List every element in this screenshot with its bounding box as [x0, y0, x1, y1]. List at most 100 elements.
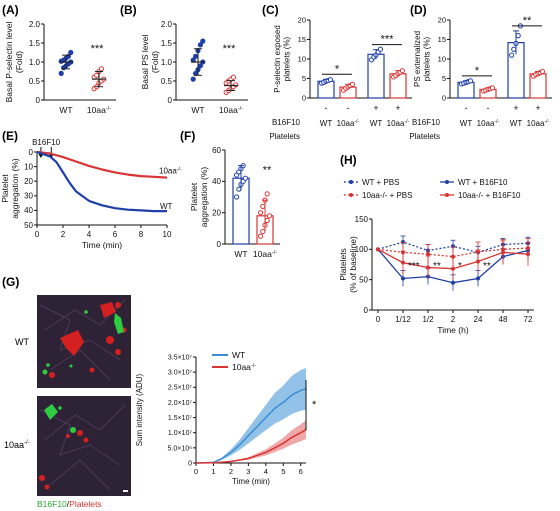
- panel-f-point: [258, 210, 264, 216]
- panel-h-legend-marker: [445, 180, 449, 184]
- panel-C-sig: ***: [381, 34, 395, 46]
- panel-D-platelet-label-ko-base: 10aa: [477, 119, 495, 128]
- panel-e-yaxis-tick-label: 10: [24, 162, 33, 171]
- panel-A-yaxis-tick-label: 1.0: [29, 58, 41, 67]
- panel-e-series-wt: [36, 150, 167, 213]
- panel-h-legend-label: 10aa-/- + B16F10: [458, 191, 521, 200]
- panel-C-ylabel-0: P-selectin exposed: [273, 25, 282, 93]
- panel-label-c: (C): [262, 3, 279, 17]
- panel-B-yaxis-tick-label: 0: [168, 96, 173, 105]
- panel-D-platelet-label-ko-base: 10aa: [527, 119, 545, 128]
- panel-h-legend-marker: [349, 180, 353, 184]
- panel-f-point: [260, 203, 266, 209]
- g-caption-sep: /: [67, 499, 70, 509]
- panel-f-point: [264, 217, 270, 224]
- panel-h-legend-label: WT + PBS: [362, 178, 399, 187]
- panel-h-xtick-label: 72: [524, 315, 533, 324]
- panel-D-yaxis-tick-label: 10: [438, 55, 446, 64]
- panel-B-yaxis-tick-label: 0.5: [161, 77, 173, 86]
- panel-f-ylabel-1: aggregation (%): [199, 167, 209, 228]
- panel-g-band-wt: [196, 368, 306, 463]
- panel-B-point: [200, 38, 206, 44]
- panel-A-xlabel-ko-base: 10aa: [87, 105, 106, 115]
- panel-A-ylabel-0: Basal P-selectin level: [4, 21, 14, 102]
- panel-g-legend-ko-sup: -/-: [251, 363, 256, 369]
- panel-D-b16-mark: -: [487, 103, 490, 113]
- panel-D-platelet-label-ko-sup: -/-: [544, 119, 549, 125]
- panel-f-point: [242, 175, 248, 181]
- panel-D-platelet-label-ko-sup: -/-: [494, 119, 499, 125]
- panel-d-b16-row-label: B16F10: [412, 118, 441, 127]
- panel-label-f: (F): [180, 129, 195, 143]
- panel-g-yaxis-tick-label: 0: [188, 460, 192, 467]
- panel-C-b16-mark: -: [325, 103, 328, 113]
- panel-h-yaxis-tick-label: 50: [359, 275, 368, 284]
- panel-B-point: [233, 82, 239, 88]
- panel-A-sig: ***: [91, 43, 105, 55]
- panel-D-platelet-label-wt: WT: [460, 119, 473, 128]
- panel-e-yaxis-tick-label: 30: [24, 192, 33, 201]
- panel-A-point: [68, 49, 74, 56]
- panel-g-ylabel: Sum intensity (ADU): [135, 373, 144, 446]
- panel-C-b16-mark: +: [373, 103, 378, 113]
- panel-B-sig: ***: [223, 43, 237, 55]
- panel-g-xtick-label: 6: [299, 467, 303, 476]
- panel-D-b16-mark: -: [465, 103, 468, 113]
- panel-e-xtick-label: 2: [61, 230, 66, 239]
- panel-h-yaxis-tick-label: 150: [355, 215, 369, 224]
- panel-f-yaxis-tick-label: 0: [217, 240, 222, 249]
- panel-C-b16-mark: +: [395, 103, 400, 113]
- g-image-label-ko: 10aa-/-: [4, 440, 30, 450]
- panel-label-a: (A): [2, 3, 19, 17]
- panel-f-xlabel-ko: 10aa-/-: [253, 249, 277, 259]
- panel-h-yaxis-tick-label: 0: [364, 306, 369, 315]
- panel-B-ylabel-0: Basal PS level: [140, 34, 150, 89]
- panel-e-ylabel-1: aggregation (%): [10, 158, 20, 219]
- panel-D-point: [511, 46, 517, 52]
- panel-e-xtick-label: 4: [87, 230, 92, 239]
- panel-f-xlabel-ko-sup: -/-: [272, 250, 277, 256]
- panel-D-ylabel-1: platelets (%): [423, 36, 432, 81]
- panel-C-platelet-label-wt: WT: [320, 119, 333, 128]
- panel-c-b16-row-label: B16F10: [272, 118, 301, 127]
- panel-h-ylabel-0: Platelets: [338, 248, 348, 281]
- panel-C-b16-mark: -: [347, 103, 350, 113]
- panel-h-xlabel: Time (h): [437, 325, 468, 335]
- panel-A-point: [98, 66, 105, 72]
- panel-D-platelet-label-wt: WT: [510, 119, 523, 128]
- panel-f-point: [264, 191, 270, 197]
- panel-label-h: (H): [340, 153, 357, 167]
- panel-h-xtick-label: 48: [499, 315, 508, 324]
- panel-g-sig: *: [312, 399, 317, 411]
- panel-C-ylabel-1: platelets (%): [283, 36, 292, 81]
- panel-g-xtick-label: 1: [211, 467, 215, 476]
- panel-e-legend-wt: WT: [160, 202, 173, 211]
- panel-A-yaxis-tick-label: 0: [36, 96, 41, 105]
- panel-g-yaxis-tick-label: 1.0×10⁷: [168, 430, 193, 437]
- panel-h-ylabel-1: (% of baseline): [348, 236, 358, 293]
- panel-B-yaxis-tick-label: 1.5: [161, 39, 173, 48]
- panel-D-sig: *: [475, 65, 480, 77]
- panel-d-platelets-row-label: Platelets: [409, 132, 440, 141]
- panel-B-yaxis-tick-label: 1.0: [161, 58, 173, 67]
- panel-f-xlabel-wt: WT: [234, 249, 247, 259]
- panel-h-yaxis-tick-label: 100: [355, 245, 369, 254]
- panel-D-platelet-label-ko: 10aa-/-: [527, 119, 550, 128]
- panel-D-yaxis-tick-label: 5: [442, 74, 446, 83]
- panel-f-point: [258, 233, 264, 239]
- panel-g-xtick-label: 4: [264, 467, 268, 476]
- panel-g-yaxis-tick-label: 3.0×10⁷: [168, 370, 193, 377]
- panel-f-point: [236, 186, 242, 192]
- panel-g-band-ko: [196, 420, 306, 463]
- panel-e-xtick-label: 0: [35, 230, 40, 239]
- panel-f-ylabel-0: Platelet: [189, 182, 199, 211]
- panel-e-legend-ko: 10aa-/-: [159, 167, 182, 176]
- panel-B-xlabel-ko-base: 10aa: [219, 105, 238, 115]
- panel-D-yaxis-tick-label: 0: [442, 94, 446, 103]
- panel-B-point: [193, 53, 199, 59]
- panel-f-yaxis-tick-label: 40: [212, 177, 221, 186]
- panel-label-b: (B): [120, 3, 137, 17]
- panel-h-sig: ***: [408, 261, 420, 272]
- panel-D-ylabel-0: PS externalized: [413, 31, 422, 87]
- panel-g-yaxis-tick-label: 3.5×10⁷: [168, 354, 193, 361]
